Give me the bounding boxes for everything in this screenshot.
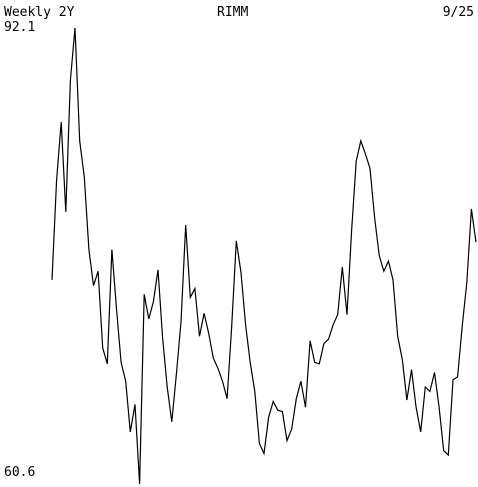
chart-period-label: Weekly 2Y (4, 5, 75, 20)
chart-title: RIMM (217, 5, 249, 20)
y-axis-max-label: 92.1 (4, 20, 36, 35)
chart-date-label: 9/25 (442, 5, 474, 20)
price-series-line (51, 27, 477, 485)
y-axis-min-label: 60.6 (4, 465, 36, 480)
